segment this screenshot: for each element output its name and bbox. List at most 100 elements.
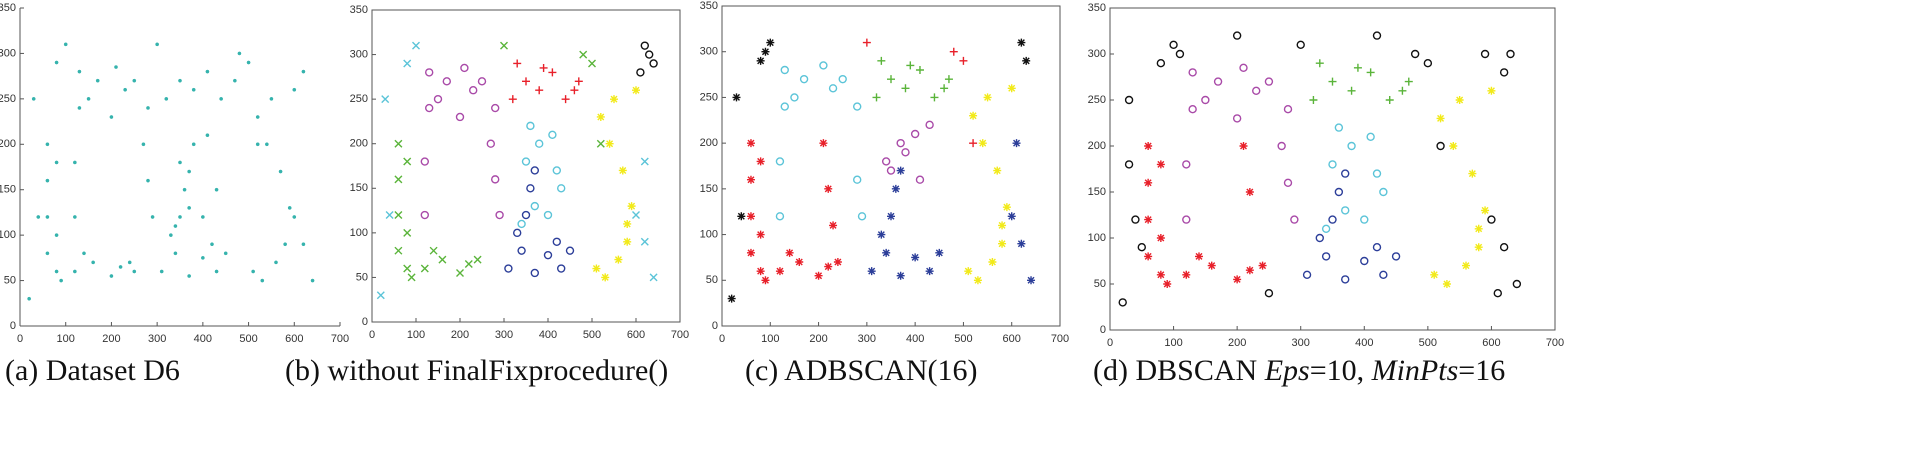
data-point	[872, 93, 881, 102]
y-tick-label: 100	[350, 227, 368, 239]
data-point	[456, 268, 464, 277]
x-tick-label: 200	[102, 333, 120, 345]
data-point	[1283, 105, 1293, 114]
data-point	[420, 264, 429, 273]
data-point	[610, 95, 618, 104]
data-point	[862, 38, 871, 47]
data-point	[31, 97, 36, 101]
data-point	[1372, 169, 1382, 178]
data-point	[1328, 160, 1337, 169]
data-point	[640, 237, 649, 246]
y-tick-label: 300	[0, 47, 16, 59]
data-point	[54, 269, 59, 274]
data-point	[557, 264, 566, 273]
x-tick-label: 0	[1107, 337, 1113, 349]
data-point	[1430, 270, 1439, 279]
y-tick-label: 150	[350, 182, 368, 194]
data-point	[1487, 215, 1496, 224]
x-tick-label: 400	[194, 333, 212, 345]
data-point	[1315, 233, 1324, 243]
data-point	[146, 178, 150, 183]
data-point	[178, 215, 182, 219]
data-point	[1353, 63, 1362, 72]
data-point	[530, 268, 540, 278]
data-point	[1328, 215, 1337, 224]
data-point	[1487, 86, 1496, 95]
data-point	[969, 139, 978, 148]
data-point	[141, 142, 146, 147]
data-point	[1182, 270, 1191, 279]
data-point	[1188, 105, 1197, 114]
data-point	[45, 142, 50, 147]
data-point	[1118, 298, 1127, 307]
data-point	[1366, 68, 1375, 77]
data-point	[73, 269, 77, 274]
data-point	[73, 215, 77, 219]
y-tick-label: 250	[700, 91, 718, 103]
data-point	[949, 47, 958, 56]
data-point	[191, 142, 196, 147]
data-point	[539, 63, 548, 72]
data-point	[1442, 280, 1451, 288]
data-point	[1156, 234, 1165, 242]
data-point	[1506, 49, 1515, 59]
data-point	[901, 148, 910, 157]
data-point	[1175, 49, 1185, 59]
data-point	[896, 271, 905, 280]
y-tick-label: 150	[0, 184, 16, 196]
data-point	[420, 210, 430, 220]
data-point	[756, 157, 765, 166]
data-point	[269, 97, 274, 101]
data-point	[737, 212, 746, 221]
data-point	[54, 233, 59, 237]
data-point	[54, 160, 59, 165]
y-tick-label: 0	[10, 320, 16, 332]
data-point	[1182, 215, 1191, 224]
y-tick-label: 200	[700, 137, 718, 149]
data-point	[1239, 142, 1248, 150]
x-tick-label: 300	[1292, 337, 1310, 349]
data-point	[464, 260, 473, 269]
data-point	[178, 78, 182, 83]
data-point	[1002, 203, 1011, 212]
data-point	[867, 267, 876, 276]
y-tick-label: 100	[700, 228, 718, 240]
y-tick-label: 300	[350, 48, 368, 60]
data-point	[574, 77, 583, 86]
data-point	[1027, 276, 1036, 285]
data-point	[901, 84, 910, 93]
y-tick-label: 200	[350, 138, 368, 150]
data-point	[159, 269, 164, 274]
data-point	[385, 211, 394, 220]
x-tick-label: 0	[369, 329, 375, 341]
data-point	[1512, 279, 1522, 289]
data-point	[1213, 77, 1223, 86]
data-point	[394, 175, 403, 184]
data-point	[911, 253, 920, 262]
data-point	[45, 251, 50, 256]
data-point	[292, 87, 297, 92]
data-point	[173, 251, 178, 256]
data-point	[255, 142, 260, 147]
data-point	[727, 294, 736, 303]
data-point	[732, 93, 741, 102]
data-point	[915, 175, 925, 184]
data-point	[935, 248, 944, 257]
data-point	[746, 248, 755, 257]
data-point	[775, 212, 785, 221]
data-point	[287, 206, 292, 210]
x-tick-label: 600	[1003, 333, 1021, 345]
data-point	[882, 248, 891, 257]
data-point	[964, 267, 973, 276]
data-point	[1022, 56, 1031, 65]
x-tick-label: 300	[858, 333, 876, 345]
y-tick-label: 50	[1094, 278, 1106, 290]
data-point	[906, 61, 915, 70]
data-point	[164, 97, 169, 101]
data-point	[973, 276, 982, 285]
data-point	[623, 219, 632, 228]
data-point	[469, 86, 478, 95]
data-point	[1007, 212, 1016, 221]
data-point	[486, 139, 496, 148]
